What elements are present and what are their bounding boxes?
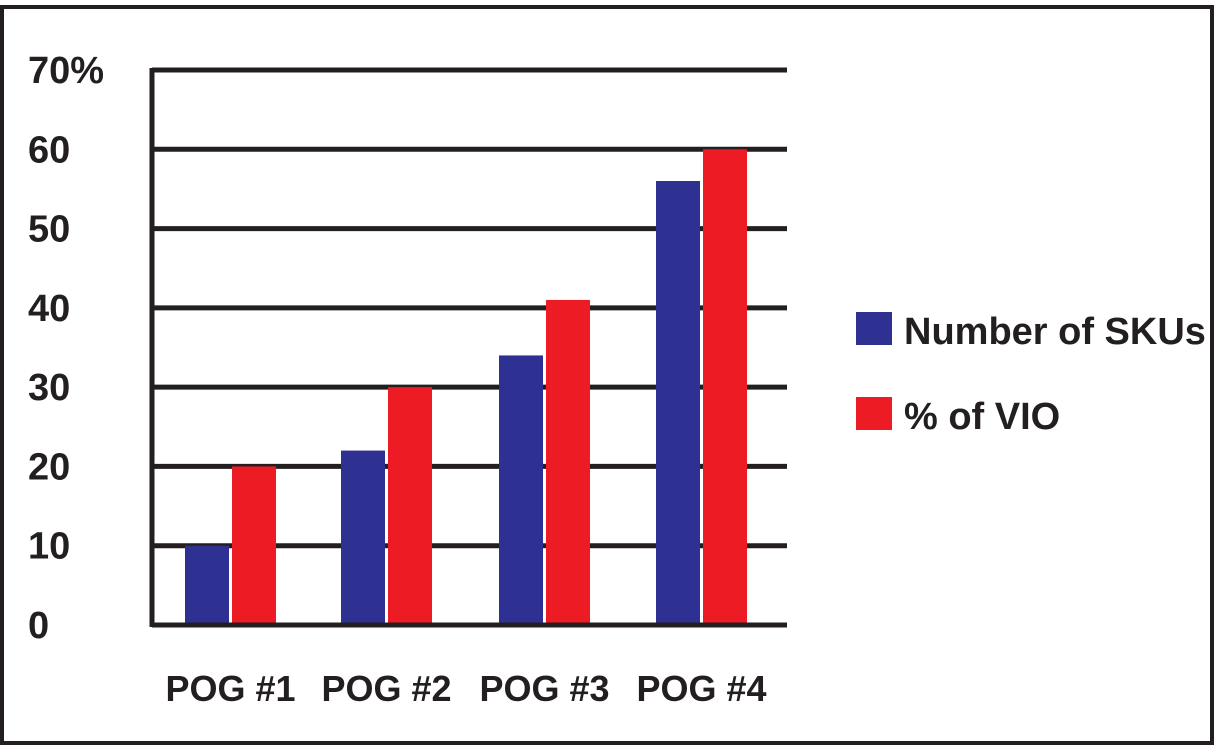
- y-tick-label: 20: [28, 446, 70, 488]
- y-tick-label: 70%: [28, 50, 104, 92]
- chart-border: [0, 5, 1214, 745]
- legend: Number of SKUs % of VIO: [856, 311, 1206, 438]
- x-category-label: POG #4: [636, 668, 766, 709]
- bar: [499, 355, 543, 625]
- bar: [341, 450, 385, 625]
- x-category-label: POG #3: [479, 668, 609, 709]
- legend-swatch: [856, 312, 892, 345]
- bar: [703, 149, 747, 626]
- bar: [185, 545, 229, 625]
- y-tick-label: 0: [28, 605, 49, 647]
- y-tick-label: 50: [28, 209, 70, 251]
- y-tick-label: 60: [28, 129, 70, 171]
- y-tick-label: 10: [28, 526, 70, 568]
- bar: [232, 466, 276, 625]
- bar: [656, 181, 700, 625]
- bar: [388, 387, 432, 625]
- x-category-label: POG #2: [321, 668, 451, 709]
- y-axis-ticks: 0 10 20 30 40 50 60 70%: [28, 50, 104, 647]
- x-axis-categories: POG #1 POG #2 POG #3 POG #4: [165, 668, 766, 709]
- bars: [152, 149, 787, 628]
- legend-label: Number of SKUs: [904, 311, 1206, 353]
- y-tick-label: 30: [28, 367, 70, 409]
- bar: [546, 299, 590, 625]
- y-tick-label: 40: [28, 288, 70, 330]
- legend-label: % of VIO: [904, 396, 1060, 438]
- x-category-label: POG #1: [165, 668, 295, 709]
- legend-swatch: [856, 397, 892, 430]
